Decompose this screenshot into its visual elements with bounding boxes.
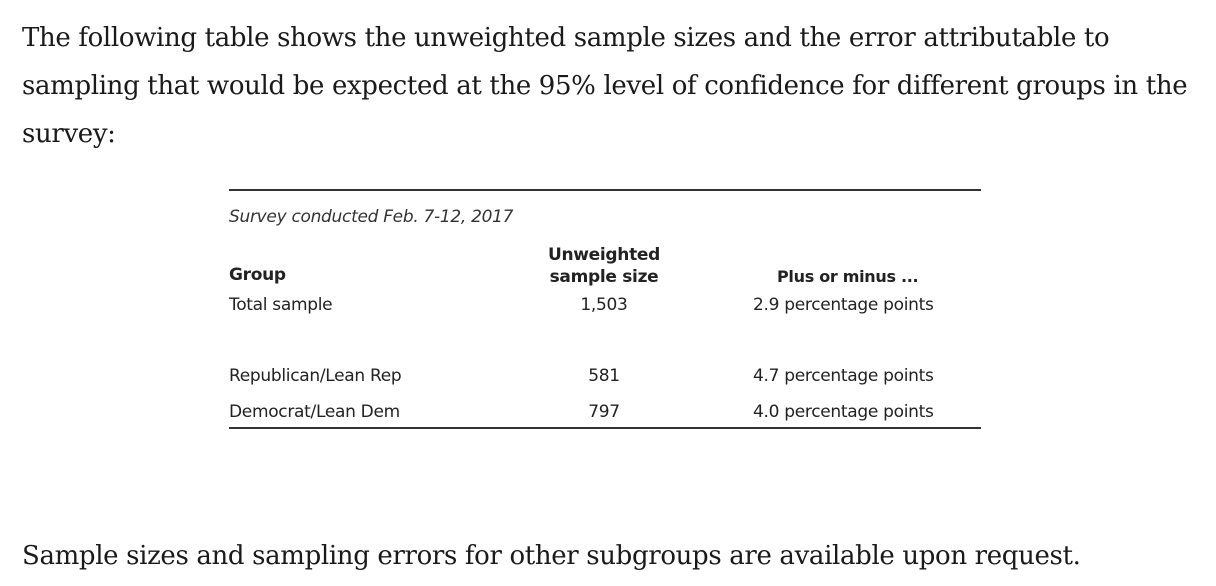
table-top-rule [229,189,981,191]
outro-paragraph: Sample sizes and sampling errors for oth… [22,541,1081,571]
header-group: Group [229,265,286,285]
sample-size-table: Survey conducted Feb. 7-12, 2017 Group U… [229,189,981,431]
row-total-group: Total sample [229,295,333,315]
row-total-error: 2.9 percentage points [753,295,934,315]
row-democrat-error: 4.0 percentage points [753,402,934,422]
table-caption: Survey conducted Feb. 7-12, 2017 [229,207,514,227]
table-bottom-rule [229,427,981,429]
header-plus-minus: Plus or minus ... [777,267,919,286]
row-republican-group: Republican/Lean Rep [229,366,402,386]
row-total-sample-size: 1,503 [580,295,628,315]
row-democrat-sample-size: 797 [588,402,620,422]
row-republican-sample-size: 581 [588,366,620,386]
header-sample-size: Unweighted sample size [547,245,661,287]
intro-paragraph: The following table shows the unweighted… [22,23,1188,149]
row-democrat-group: Democrat/Lean Dem [229,402,400,422]
row-republican-error: 4.7 percentage points [753,366,934,386]
